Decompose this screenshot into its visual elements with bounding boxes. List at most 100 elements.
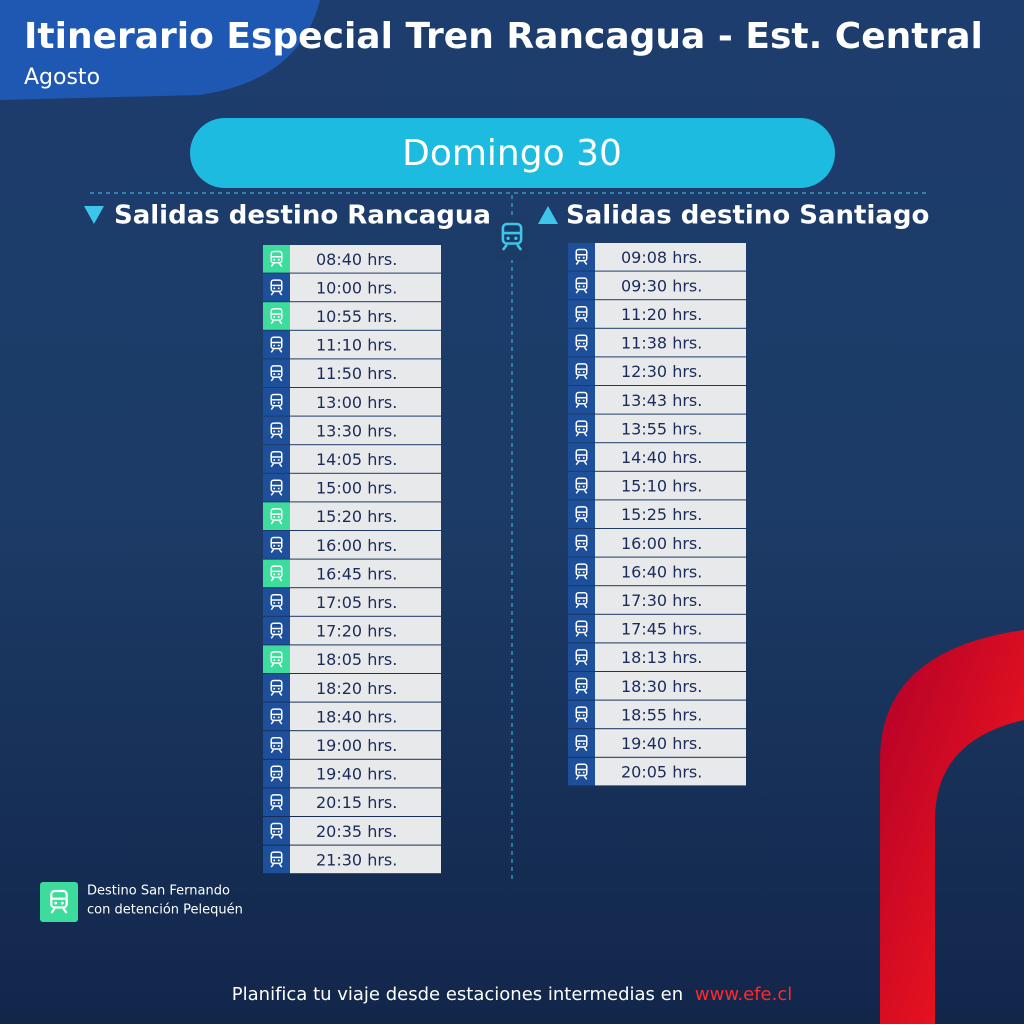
time-icon-cell <box>263 302 290 330</box>
time: 16:00 hrs. <box>316 536 397 555</box>
time-cell <box>290 416 441 445</box>
time-cell <box>290 273 441 302</box>
time-cell <box>290 302 441 330</box>
day-pill <box>190 118 835 188</box>
time-icon-cell <box>263 416 290 445</box>
time-icon-cell <box>263 645 290 673</box>
time: 09:30 hrs. <box>621 276 702 295</box>
footer-text: Planifica tu viaje desde estaciones inte… <box>232 984 683 1005</box>
time-icon-cell <box>263 531 290 559</box>
column-heading: Salidas destino Santiago <box>566 201 929 231</box>
time: 17:45 hrs. <box>621 620 702 639</box>
time-cell <box>290 330 441 359</box>
time-icon-cell <box>263 616 290 645</box>
time-icon-cell <box>263 559 290 588</box>
time-icon-cell <box>263 502 290 530</box>
down-arrow <box>84 206 104 224</box>
time-cell <box>290 788 441 816</box>
time-cell <box>595 243 746 271</box>
footer-link[interactable]: www.efe.cl <box>695 984 792 1005</box>
time: 14:40 hrs. <box>621 448 702 467</box>
time: 18:40 hrs. <box>316 707 397 726</box>
time-icon-cell <box>263 674 290 702</box>
time: 18:30 hrs. <box>621 677 702 696</box>
time: 11:38 hrs. <box>621 334 702 353</box>
time-cell <box>595 643 746 671</box>
time-icon-cell <box>263 845 290 874</box>
title: Itinerario Especial Tren Rancagua - Est.… <box>24 16 983 57</box>
time-icon-cell <box>568 700 595 729</box>
time-cell <box>290 759 441 788</box>
time-icon-cell <box>263 817 290 845</box>
legend-swatch <box>40 882 78 922</box>
time-cell <box>290 817 441 845</box>
time-cell <box>290 845 441 874</box>
time-cell <box>595 614 746 643</box>
time-cell <box>595 729 746 757</box>
time-icon-cell <box>568 557 595 586</box>
time-icon-cell <box>263 359 290 387</box>
time-cell <box>290 645 441 673</box>
day: Domingo 30 <box>402 133 622 174</box>
time-cell <box>595 471 746 500</box>
time: 11:50 hrs. <box>316 364 397 383</box>
time: 18:05 hrs. <box>316 650 397 669</box>
time-cell <box>290 359 441 387</box>
time-icon-cell <box>568 300 595 328</box>
time-icon-cell <box>263 788 290 816</box>
time: 18:20 hrs. <box>316 679 397 698</box>
time-cell <box>595 672 746 700</box>
time-icon-cell <box>568 757 595 786</box>
time: 18:55 hrs. <box>621 705 702 724</box>
time: 16:40 hrs. <box>621 562 702 581</box>
time-cell <box>595 500 746 528</box>
time: 15:20 hrs. <box>316 507 397 526</box>
time-icon-cell <box>263 759 290 788</box>
time-cell <box>290 502 441 530</box>
time-cell <box>595 357 746 385</box>
time: 10:00 hrs. <box>316 278 397 297</box>
time: 13:00 hrs. <box>316 393 397 412</box>
time: 17:30 hrs. <box>621 591 702 610</box>
time: 11:10 hrs. <box>316 336 397 355</box>
time: 08:40 hrs. <box>316 250 397 269</box>
time-icon-cell <box>568 271 595 300</box>
time-cell <box>595 386 746 414</box>
time-icon-cell <box>568 414 595 443</box>
time-cell <box>595 757 746 786</box>
time: 16:00 hrs. <box>621 534 702 553</box>
time-icon-cell <box>568 586 595 614</box>
time: 17:20 hrs. <box>316 622 397 641</box>
legend-text: Destino San Fernando <box>87 884 230 899</box>
time-icon-cell <box>568 443 595 471</box>
time: 19:40 hrs. <box>621 734 702 753</box>
time-cell <box>290 531 441 559</box>
time-icon-cell <box>568 328 595 357</box>
time: 19:40 hrs. <box>316 765 397 784</box>
time-cell <box>290 702 441 731</box>
time-icon-cell <box>568 471 595 500</box>
time: 09:08 hrs. <box>621 248 702 267</box>
time-icon-cell <box>568 643 595 671</box>
time: 10:55 hrs. <box>316 307 397 326</box>
time-icon-cell <box>263 388 290 416</box>
time-cell <box>290 559 441 588</box>
legend-text: con detención Pelequén <box>87 903 243 918</box>
time: 20:15 hrs. <box>316 793 397 812</box>
time-cell <box>290 616 441 645</box>
time-icon-cell <box>568 614 595 643</box>
time-icon-cell <box>568 529 595 557</box>
time: 15:10 hrs. <box>621 477 702 496</box>
time-icon-cell <box>263 330 290 359</box>
time-cell <box>290 473 441 502</box>
time-cell <box>595 557 746 586</box>
time: 20:35 hrs. <box>316 822 397 841</box>
time: 15:00 hrs. <box>316 479 397 498</box>
time-icon-cell <box>263 588 290 616</box>
time: 13:43 hrs. <box>621 391 702 410</box>
time: 21:30 hrs. <box>316 850 397 869</box>
time-icon-cell <box>568 386 595 414</box>
time-cell <box>595 700 746 729</box>
time-cell <box>290 245 441 273</box>
time: 16:45 hrs. <box>316 564 397 583</box>
